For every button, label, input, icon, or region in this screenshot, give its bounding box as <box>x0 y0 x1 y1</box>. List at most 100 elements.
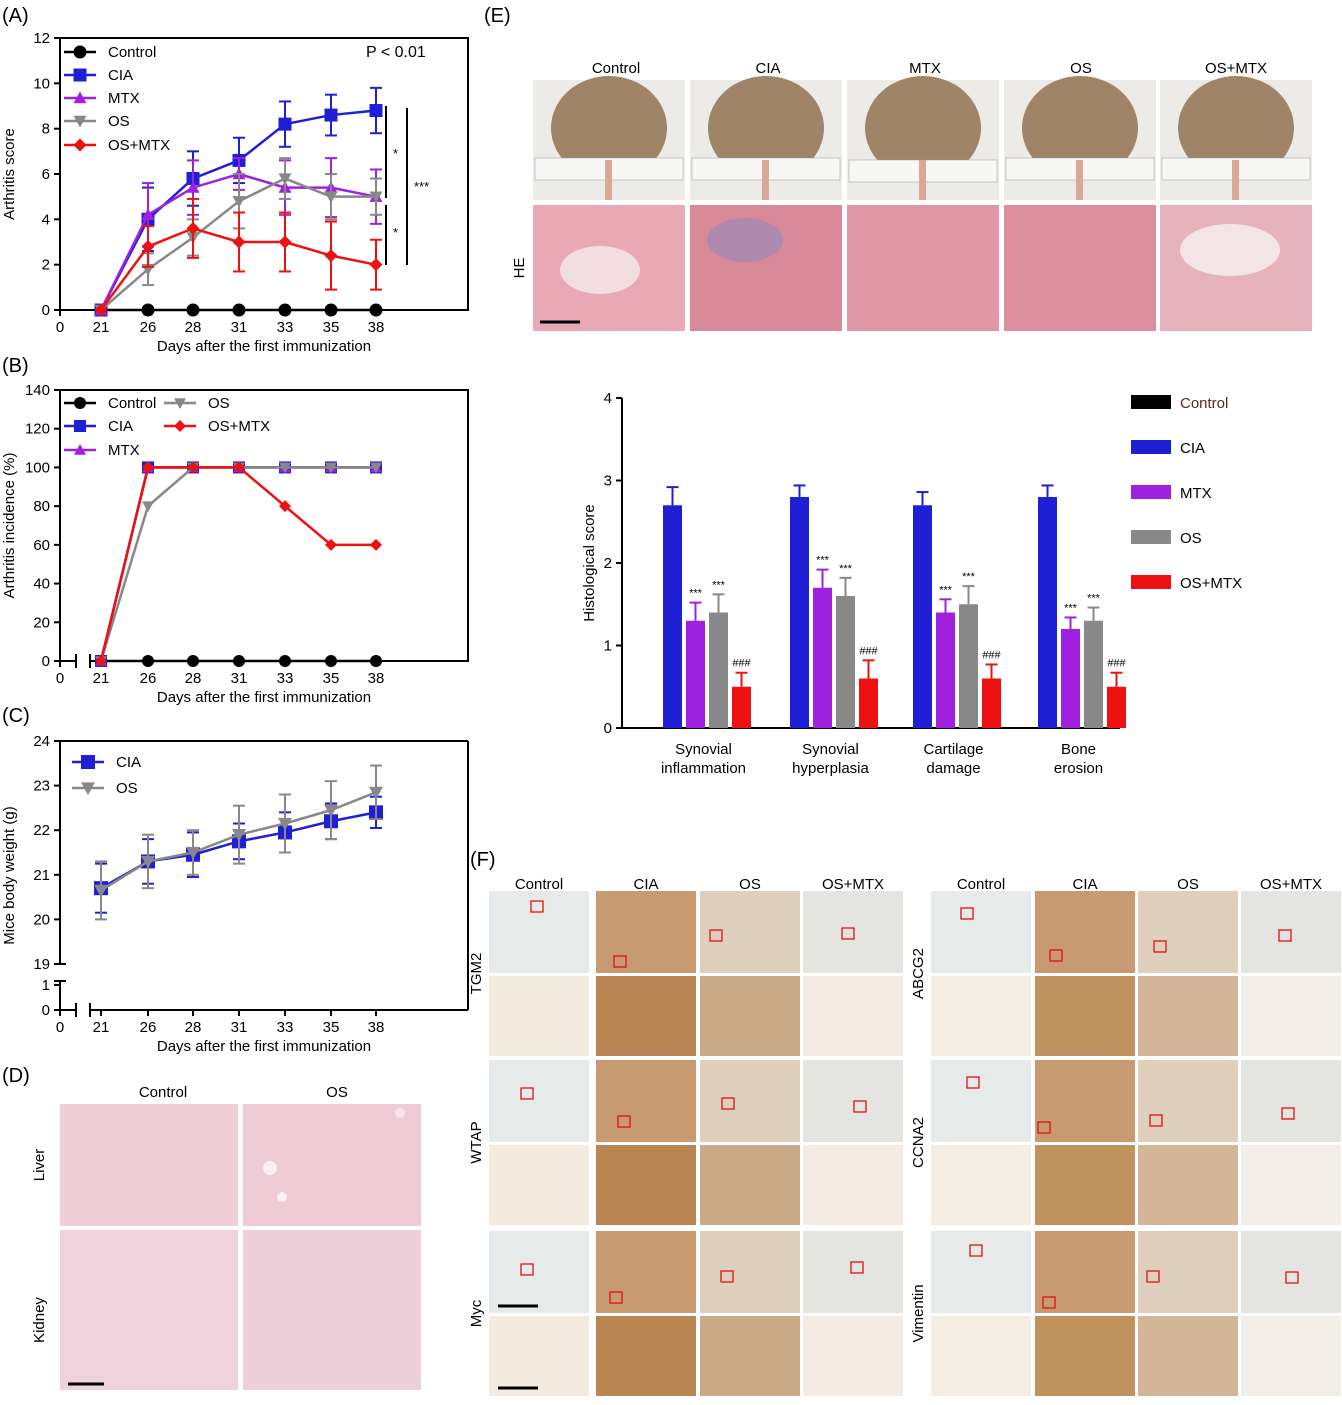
roi-box <box>1146 1270 1160 1283</box>
ihc-overview-image <box>1138 1231 1238 1313</box>
point-Control <box>325 655 337 667</box>
roi-box <box>1042 1296 1056 1309</box>
mouse-body <box>551 76 667 180</box>
point-Control <box>186 303 200 317</box>
panel-f-row-label: ABCG2 <box>910 948 927 999</box>
ihc-overview-image <box>489 1231 589 1313</box>
ihc-zoom-image <box>1035 1316 1135 1396</box>
legend-label-OS: OS <box>208 395 230 412</box>
mouse-body <box>865 76 981 180</box>
panel-d-col-control: Control <box>139 1084 187 1101</box>
point-CIA <box>369 104 383 118</box>
ihc-zoom-image <box>803 1145 903 1225</box>
point-OS+MTX <box>279 500 291 513</box>
panel-label-b: (B) <box>2 355 29 377</box>
y-axis-label: Arthritis incidence (%) <box>1 453 18 599</box>
ihc-zoom-image <box>489 1145 589 1225</box>
mouse-tail <box>1076 160 1083 200</box>
bar-MTX <box>813 587 832 728</box>
legend-marker <box>81 782 95 795</box>
y-tick-label: 8 <box>42 121 50 138</box>
category-label: Synovial <box>675 741 732 758</box>
bar-label: *** <box>962 571 976 583</box>
ihc-overview-image <box>1241 1060 1341 1142</box>
bar-label: ### <box>732 658 751 670</box>
category-label: Cartilage <box>923 741 983 758</box>
point-Control <box>369 303 383 317</box>
roi-box <box>1285 1271 1299 1284</box>
point-OS <box>324 804 338 818</box>
y-tick-label: 0 <box>42 302 50 319</box>
point-OS+MTX <box>324 249 338 263</box>
series-line-MTX <box>99 466 376 662</box>
bar-MTX <box>936 612 955 728</box>
panel-e-row-he: HE <box>511 258 528 279</box>
he-image-mtx <box>847 205 999 331</box>
bar-label: *** <box>939 584 953 596</box>
ihc-zoom-image <box>1241 976 1341 1056</box>
y-axis-label: Arthritis score <box>1 128 18 220</box>
liver-vessel-mark <box>277 1192 287 1202</box>
bar-label: ### <box>859 645 878 657</box>
y-tick-label: 20 <box>33 614 50 631</box>
legend-marker <box>73 68 87 82</box>
p-value-annotation: P < 0.01 <box>366 44 426 61</box>
y-tick-label: 2 <box>42 257 50 274</box>
x-tick-label: 35 <box>323 670 340 687</box>
panel-d-col-os: OS <box>326 1084 348 1101</box>
chart-a-arthritis-score: 0 2 4 6 8 10 12 Arthritis score 0 21 26 28 31 33 35 38 D… <box>1 30 469 355</box>
roi-box <box>1153 940 1167 953</box>
bar-MTX <box>1061 629 1080 728</box>
ihc-overview-image <box>803 891 903 973</box>
panel-d-row-kidney: Kidney <box>31 1297 48 1343</box>
category-label: damage <box>926 760 980 777</box>
ihc-zoom-image <box>596 976 696 1056</box>
mouse-body <box>1178 76 1294 180</box>
point-OS <box>186 846 200 860</box>
point-OS+MTX <box>369 258 383 272</box>
point-Control <box>233 655 245 667</box>
bar-MTX <box>686 620 705 728</box>
series-line-CIA <box>99 466 376 662</box>
roi-box <box>966 1076 980 1089</box>
roi-box <box>530 900 544 913</box>
legend-label-CIA: CIA <box>108 67 133 84</box>
bar-CIA <box>790 497 809 728</box>
legend-marker <box>174 420 186 432</box>
legend-label-OS: OS <box>108 113 130 130</box>
legend-swatch <box>1131 485 1171 499</box>
category-label: inflammation <box>661 760 746 777</box>
ihc-zoom-image <box>700 1316 800 1396</box>
liver-control-image <box>60 1104 238 1226</box>
roi-box <box>617 1115 631 1128</box>
category-label: Synovial <box>802 741 859 758</box>
y-tick-label: 23 <box>33 778 50 795</box>
kidney-control-image <box>60 1230 238 1390</box>
bar-CIA <box>1038 497 1057 728</box>
ihc-overview-image <box>700 891 800 973</box>
ihc-overview-image <box>596 891 696 973</box>
x-tick-label: 0 <box>56 319 64 336</box>
ihc-overview-image <box>803 1060 903 1142</box>
axis-break-gap <box>77 658 89 664</box>
legend-label-CIA: CIA <box>116 754 141 771</box>
legend-swatch <box>1131 395 1171 409</box>
ihc-zoom-image <box>931 1316 1031 1396</box>
mouse-body <box>1022 76 1138 180</box>
legend-marker <box>74 397 86 409</box>
roi-box <box>841 927 855 940</box>
roi-box <box>1281 1107 1295 1120</box>
point-OS <box>370 462 382 474</box>
tissue-space <box>560 246 640 294</box>
roi-box <box>609 1291 623 1304</box>
panel-f-col-label: OS <box>739 876 761 893</box>
category-label: Bone <box>1061 741 1096 758</box>
ihc-overview-image <box>931 891 1031 973</box>
mouse-tail <box>762 160 769 200</box>
point-Control <box>324 303 338 317</box>
legend-marker <box>73 115 87 128</box>
category-label: hyperplasia <box>792 760 869 777</box>
ihc-zoom-image <box>700 1145 800 1225</box>
point-OS <box>232 196 246 208</box>
x-tick-label: 26 <box>140 670 157 687</box>
